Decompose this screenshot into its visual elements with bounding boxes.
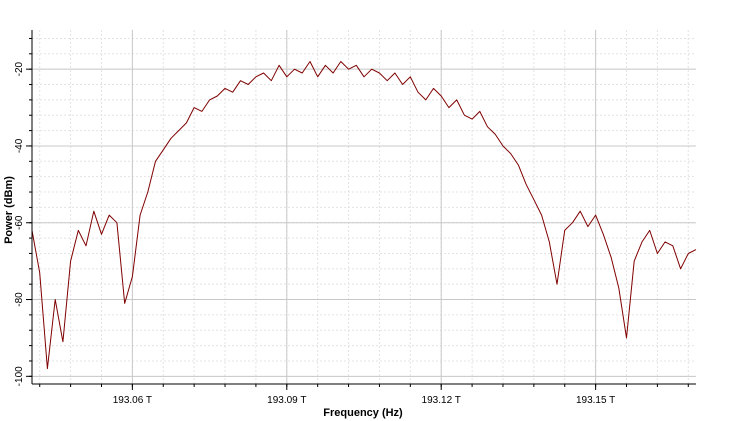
y-tick-label: -80 [14,292,25,307]
y-tick-label: -100 [14,366,25,386]
y-axis-title: Power (dBm) [3,176,15,244]
series-layer [31,61,697,370]
grid [32,30,696,384]
x-tick-label: 193.06 T [113,395,152,406]
x-tick-label: 193.15 T [576,395,615,406]
tick-labels: 193.06 T 193.09 T 193.12 T 193.15 T -20 -40 -6… [14,61,615,406]
ticks [26,37,689,390]
x-tick-label: 193.09 T [267,395,306,406]
y-tick-label: -20 [14,61,25,76]
series-line-0 [31,61,697,370]
y-tick-label: -60 [14,215,25,230]
x-axis-title: Frequency (Hz) [323,407,403,419]
y-tick-label: -40 [14,138,25,153]
x-tick-label: 193.12 T [422,395,461,406]
